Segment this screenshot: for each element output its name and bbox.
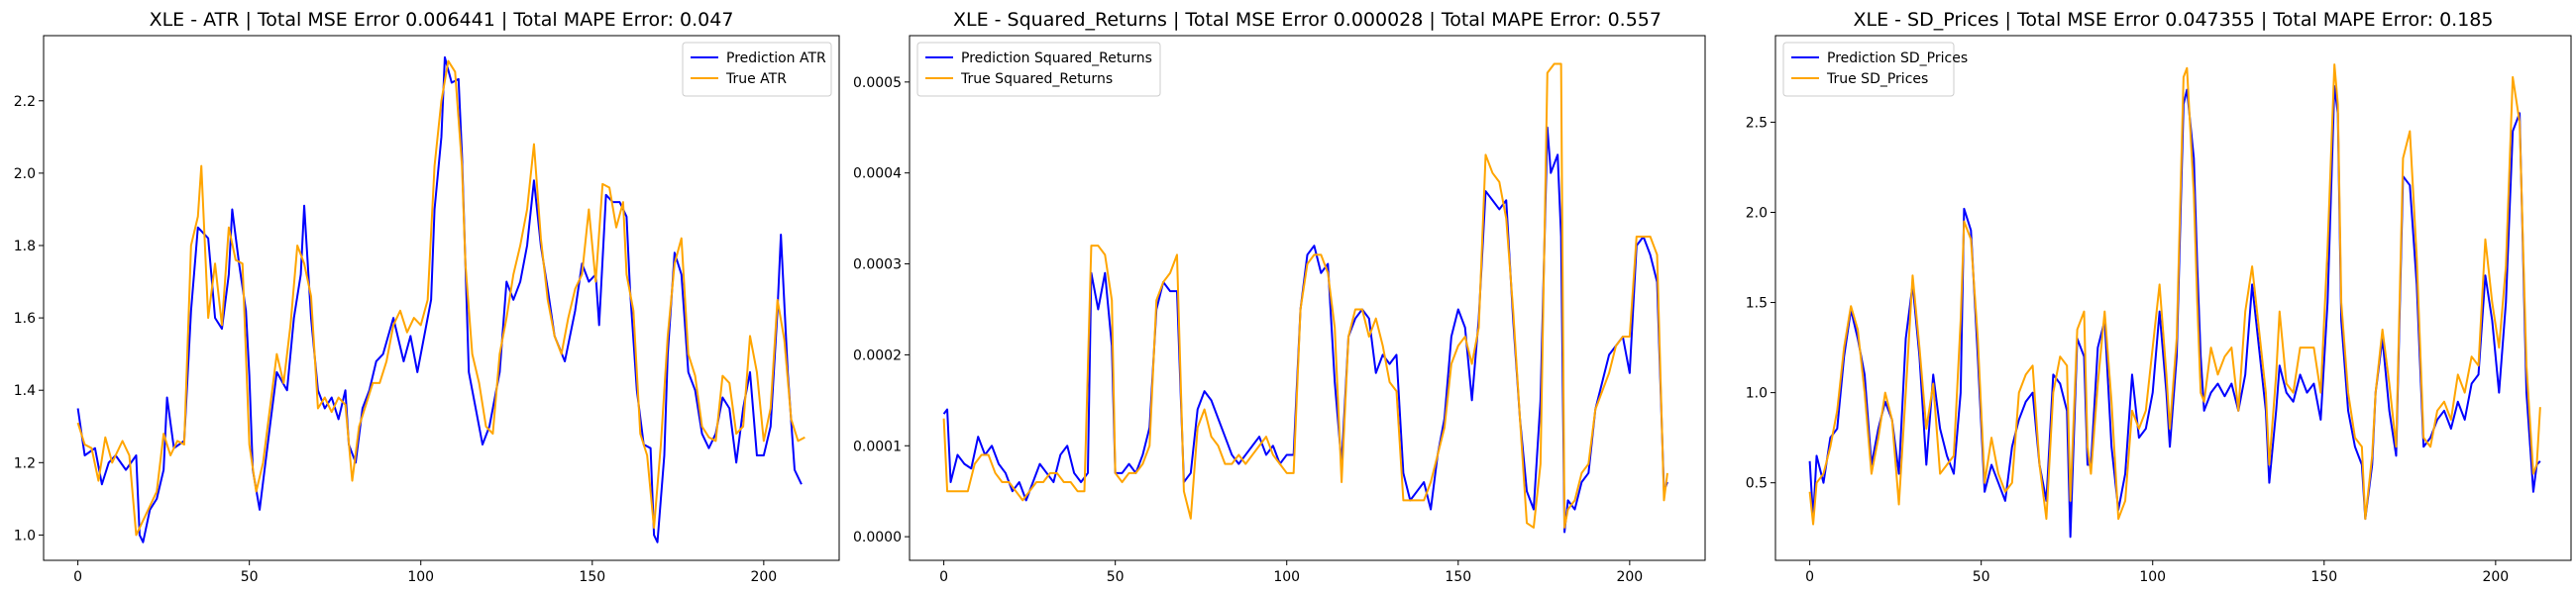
x-tick-label: 0 bbox=[939, 569, 948, 585]
x-tick-label: 100 bbox=[407, 569, 434, 585]
y-tick-label: 1.6 bbox=[14, 311, 36, 327]
legend-label: Prediction SD_Prices bbox=[1827, 50, 1968, 66]
plot-frame bbox=[1774, 35, 2572, 561]
x-tick-label: 0 bbox=[1805, 569, 1814, 585]
y-tick-label: 2.0 bbox=[14, 166, 36, 182]
y-tick-label: 0.5 bbox=[1746, 476, 1768, 492]
x-tick-label: 150 bbox=[2310, 569, 2337, 585]
chart-title: XLE - SD_Prices | Total MSE Error 0.0473… bbox=[1854, 9, 2494, 31]
legend-label: Prediction ATR bbox=[726, 50, 826, 66]
series-line-prediction bbox=[76, 55, 803, 544]
x-tick-label: 150 bbox=[1445, 569, 1471, 585]
x-tick-label: 50 bbox=[1107, 569, 1125, 585]
chart-title: XLE - Squared_Returns | Total MSE Error … bbox=[953, 9, 1662, 31]
y-tick-label: 1.2 bbox=[14, 455, 36, 471]
legend: Prediction SD_Prices True SD_Prices bbox=[1782, 42, 1968, 97]
plot-frame bbox=[909, 35, 1706, 561]
y-tick-label: 2.0 bbox=[1746, 205, 1768, 221]
series-line-prediction bbox=[1808, 85, 2541, 539]
legend-label: True ATR bbox=[725, 71, 787, 87]
y-tick-label: 0.0000 bbox=[853, 530, 902, 545]
y-tick-label: 0.0002 bbox=[853, 347, 902, 363]
y-tick-label: 0.0004 bbox=[853, 166, 902, 182]
legend-box bbox=[916, 42, 1161, 97]
y-tick-label: 1.5 bbox=[1746, 296, 1768, 312]
x-tick-label: 100 bbox=[1273, 569, 1300, 585]
series-line-true bbox=[942, 62, 1668, 529]
y-tick-label: 0.0003 bbox=[853, 257, 902, 273]
x-tick-label: 150 bbox=[579, 569, 605, 585]
y-tick-label: 0.0005 bbox=[853, 75, 902, 91]
chart-title: XLE - ATR | Total MSE Error 0.006441 | T… bbox=[150, 9, 734, 31]
y-tick-label: 2.2 bbox=[14, 94, 36, 110]
x-tick-label: 50 bbox=[241, 569, 259, 585]
legend-label: Prediction Squared_Returns bbox=[961, 50, 1152, 66]
chart-panel-1: XLE - ATR | Total MSE Error 0.006441 | T… bbox=[14, 9, 840, 585]
legend-label: True Squared_Returns bbox=[960, 71, 1113, 87]
legend-box bbox=[1782, 42, 1955, 97]
x-tick-label: 200 bbox=[2482, 569, 2509, 585]
x-tick-label: 0 bbox=[73, 569, 82, 585]
chart-panel-2: XLE - Squared_Returns | Total MSE Error … bbox=[853, 9, 1706, 585]
y-tick-label: 1.0 bbox=[14, 528, 36, 544]
legend-box bbox=[682, 42, 832, 97]
legend-label: True SD_Prices bbox=[1826, 71, 1928, 87]
series-line-prediction bbox=[942, 126, 1668, 534]
x-tick-label: 200 bbox=[750, 569, 777, 585]
chart-panel-3: XLE - SD_Prices | Total MSE Error 0.0473… bbox=[1746, 9, 2572, 585]
x-tick-label: 50 bbox=[1973, 569, 1990, 585]
series-line-true bbox=[76, 59, 805, 537]
y-tick-label: 2.5 bbox=[1746, 115, 1768, 131]
legend: Prediction ATR True ATR bbox=[682, 42, 832, 97]
y-tick-label: 1.0 bbox=[1746, 386, 1768, 402]
x-tick-label: 200 bbox=[1616, 569, 1643, 585]
y-tick-label: 1.4 bbox=[14, 383, 36, 399]
legend: Prediction Squared_Returns True Squared_R… bbox=[916, 42, 1161, 97]
series-line-true bbox=[1808, 63, 2541, 526]
plot-frame bbox=[43, 35, 840, 561]
y-tick-label: 0.0001 bbox=[853, 439, 902, 454]
x-tick-label: 100 bbox=[2139, 569, 2166, 585]
y-tick-label: 1.8 bbox=[14, 239, 36, 254]
